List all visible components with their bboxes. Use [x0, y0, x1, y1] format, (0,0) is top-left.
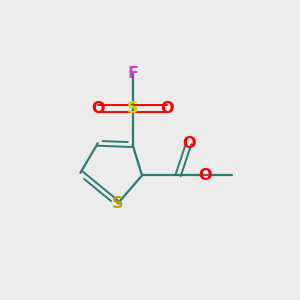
Text: O: O	[91, 101, 105, 116]
Text: S: S	[127, 101, 138, 116]
Text: F: F	[127, 66, 138, 81]
Text: O: O	[198, 168, 211, 183]
Text: O: O	[182, 136, 196, 151]
Text: O: O	[160, 101, 174, 116]
Text: S: S	[112, 196, 124, 211]
